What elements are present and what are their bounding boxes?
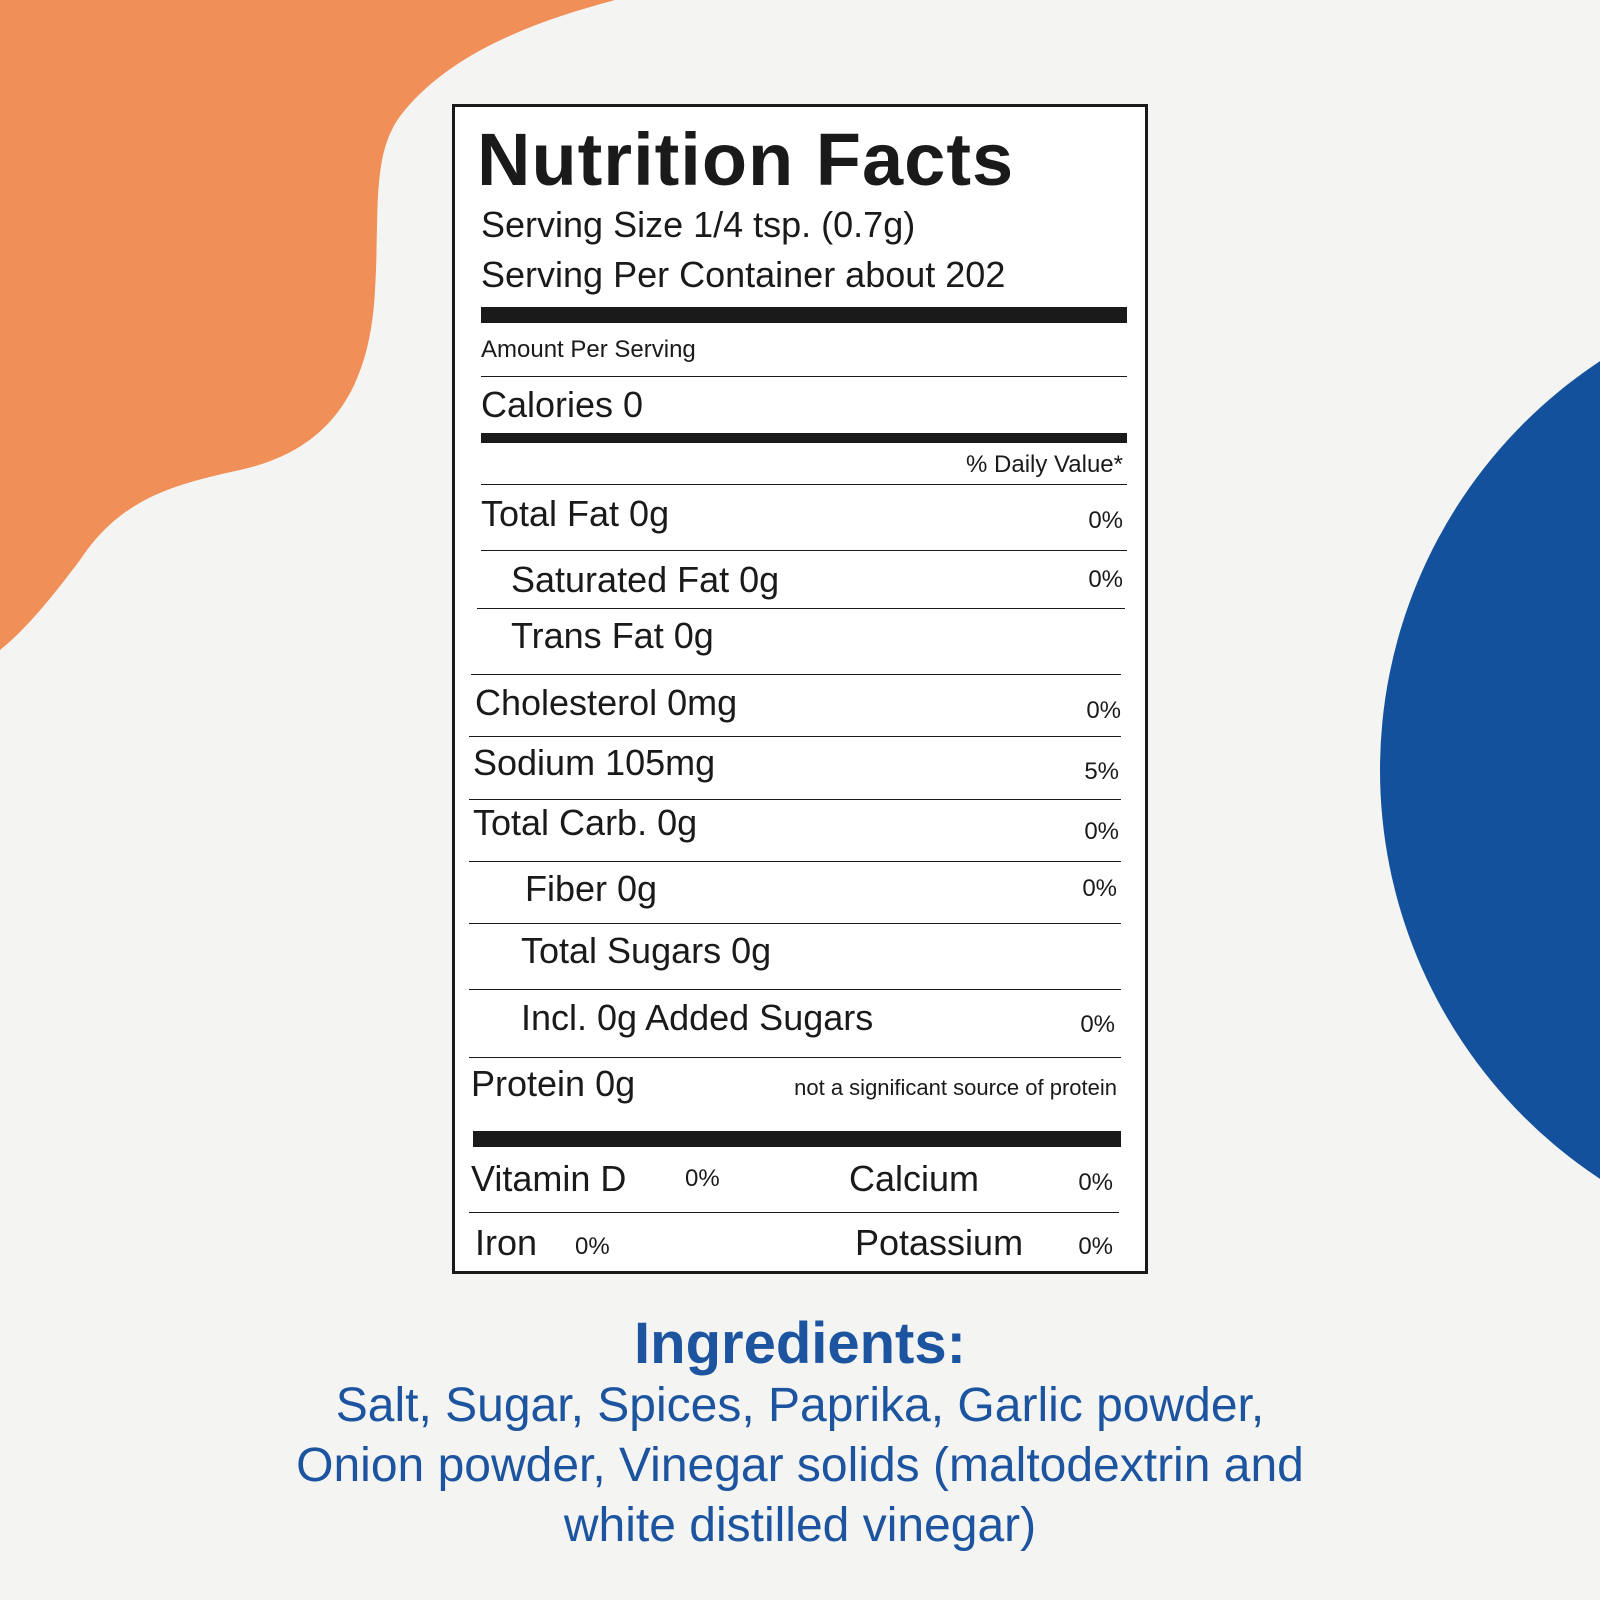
dv-cholesterol: 0% (1086, 697, 1121, 724)
nutrient-fiber: Fiber 0g (525, 868, 658, 909)
dv-sodium: 5% (1084, 758, 1119, 785)
iron: Iron (475, 1222, 538, 1263)
divider (469, 736, 1121, 737)
dv-total-carb: 0% (1084, 818, 1119, 845)
servings-per-container: Serving Per Container about 202 (481, 254, 1006, 295)
divider (469, 861, 1121, 862)
ingredients-line-2: Onion powder, Vinegar solids (maltodextr… (296, 1439, 1304, 1492)
nutrient-total-fat: Total Fat 0g (481, 493, 670, 534)
potassium: Potassium (855, 1222, 1024, 1263)
nutrient-protein: Protein 0g (471, 1063, 636, 1104)
nutrient-total-sugars: Total Sugars 0g (521, 930, 772, 971)
nutrient-sodium: Sodium 105mg (473, 742, 716, 783)
divider (481, 484, 1127, 485)
dv-saturated-fat: 0% (1088, 566, 1123, 593)
divider (471, 674, 1121, 675)
nutrition-facts-label: Nutrition Facts Serving Size 1/4 tsp. (0… (452, 104, 1148, 1274)
divider (481, 550, 1127, 551)
blue-circle (1380, 361, 1600, 1179)
divider (481, 376, 1127, 377)
thick-rule-top (481, 307, 1127, 323)
nutrient-saturated-fat: Saturated Fat 0g (511, 559, 780, 600)
thick-rule-calories (481, 433, 1127, 443)
calcium: Calcium (849, 1158, 980, 1199)
divider (469, 799, 1121, 800)
dv-fiber: 0% (1082, 875, 1117, 902)
dv-added-sugars: 0% (1080, 1011, 1115, 1038)
nutrient-trans-fat: Trans Fat 0g (511, 615, 714, 656)
ingredients-title: Ingredients: (634, 1311, 966, 1376)
daily-value-header: % Daily Value* (966, 451, 1123, 478)
ingredients-line-3: white distilled vinegar) (563, 1499, 1037, 1552)
dv-calcium: 0% (1078, 1169, 1113, 1196)
dv-total-fat: 0% (1088, 507, 1123, 534)
divider (469, 1212, 1119, 1213)
ingredients-line-1: Salt, Sugar, Spices, Paprika, Garlic pow… (335, 1379, 1265, 1432)
calories: Calories 0 (481, 384, 644, 425)
dv-vitamin-d: 0% (685, 1165, 720, 1192)
serving-size: Serving Size 1/4 tsp. (0.7g) (481, 204, 916, 245)
dv-potassium: 0% (1078, 1233, 1113, 1260)
divider (469, 1057, 1121, 1058)
divider (469, 989, 1121, 990)
dv-iron: 0% (575, 1233, 610, 1260)
nutrient-cholesterol: Cholesterol 0mg (475, 682, 738, 723)
divider (477, 608, 1125, 609)
nutrient-total-carb: Total Carb. 0g (473, 802, 698, 843)
label-title: Nutrition Facts (477, 118, 1015, 201)
thick-rule-bottom (473, 1131, 1121, 1147)
divider (469, 923, 1121, 924)
protein-note: not a significant source of protein (794, 1075, 1117, 1100)
orange-blob (0, 0, 615, 650)
nutrient-added-sugars: Incl. 0g Added Sugars (521, 997, 874, 1038)
vitamin-d: Vitamin D (471, 1158, 627, 1199)
amount-per-serving: Amount Per Serving (481, 336, 696, 363)
